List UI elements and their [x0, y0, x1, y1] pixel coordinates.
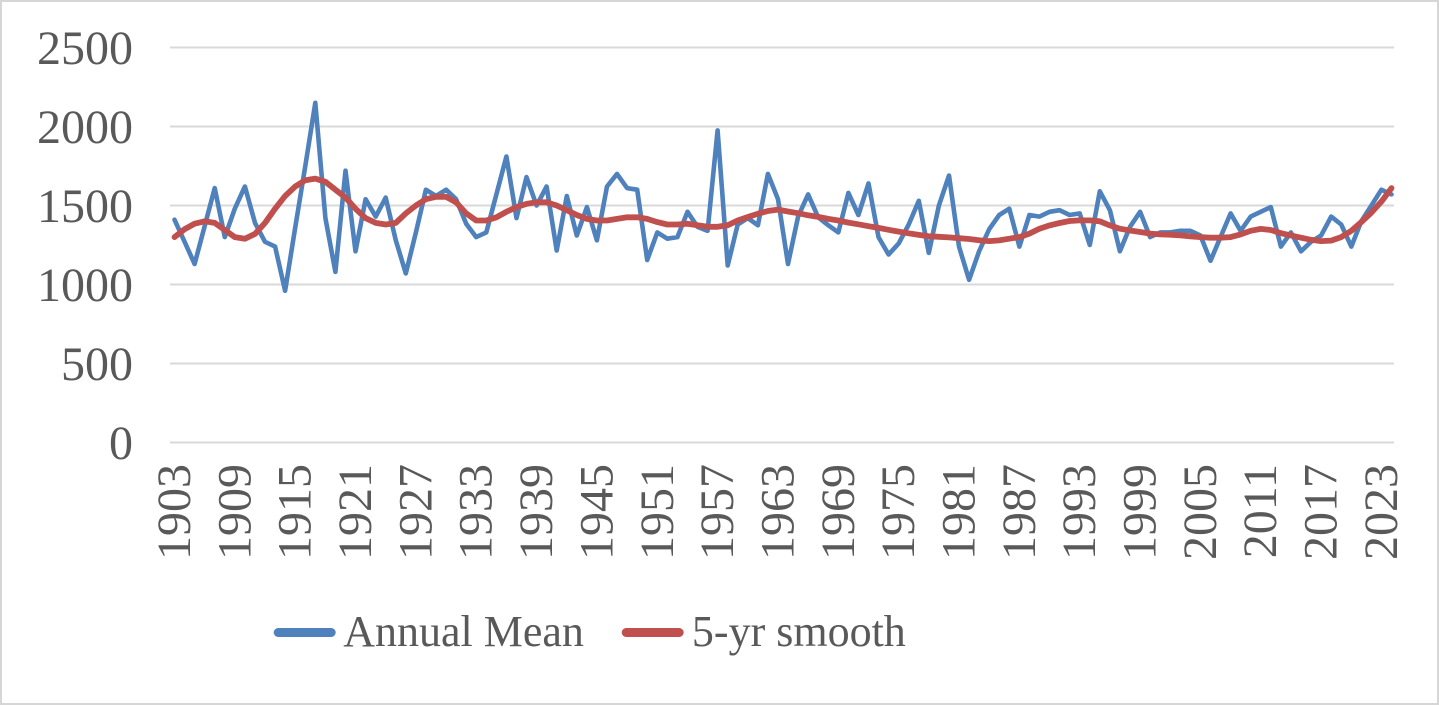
y-tick-label: 500: [61, 338, 133, 391]
legend-label-annual-mean: Annual Mean: [343, 607, 584, 656]
x-tick-label: 1909: [208, 464, 261, 560]
x-tick-label: 1969: [812, 464, 865, 560]
series-line-5-yr-smooth: [171, 175, 1395, 245]
x-tick-label: 1975: [872, 464, 925, 560]
x-tick-label: 1951: [631, 464, 684, 560]
series-lines: [171, 100, 1395, 294]
x-tick-label: 2011: [1234, 464, 1287, 558]
x-tick-label: 2017: [1295, 464, 1348, 560]
x-tick-label: 1993: [1053, 464, 1106, 560]
y-tick-label: 1000: [37, 259, 133, 312]
x-tick-label: 1903: [148, 464, 201, 560]
x-tick-label: 1927: [389, 464, 442, 560]
x-tick-label: 1939: [510, 464, 563, 560]
x-tick-label: 1933: [450, 464, 503, 560]
x-tick-label: 1915: [269, 464, 322, 560]
x-tick-label: 1981: [933, 464, 986, 560]
x-tick-label: 2023: [1355, 464, 1408, 560]
gridlines: [170, 46, 1394, 444]
annual-mean-line-swatch-icon: [273, 627, 336, 637]
legend-label-5yr-smooth: 5-yr smooth: [691, 607, 906, 656]
legend: Annual Mean 5-yr smooth: [273, 610, 906, 654]
x-tick-label: 2005: [1174, 464, 1227, 560]
smooth-line-swatch-icon: [621, 627, 684, 637]
x-tick-label: 1957: [691, 464, 744, 560]
x-tick-label: 1945: [570, 464, 623, 560]
y-tick-label: 2500: [37, 22, 133, 75]
x-tick-label: 1999: [1114, 464, 1167, 560]
x-tick-label: 1987: [993, 464, 1046, 560]
legend-item-annual-mean: Annual Mean: [273, 610, 584, 654]
y-axis-labels: 0 500 1000 1500 2000 2500: [37, 22, 133, 470]
x-tick-label: 1921: [329, 464, 382, 560]
series-line-annual-mean: [172, 100, 1394, 294]
x-tick-label: 1963: [752, 464, 805, 560]
y-tick-label: 2000: [37, 101, 133, 154]
y-tick-label: 1500: [37, 180, 133, 233]
legend-item-5yr-smooth: 5-yr smooth: [621, 607, 906, 656]
y-tick-label: 0: [109, 417, 133, 470]
x-axis-labels: 1903 1909 1915 1921 1927 1933 1939 1945 1951 1957…: [148, 464, 1408, 560]
